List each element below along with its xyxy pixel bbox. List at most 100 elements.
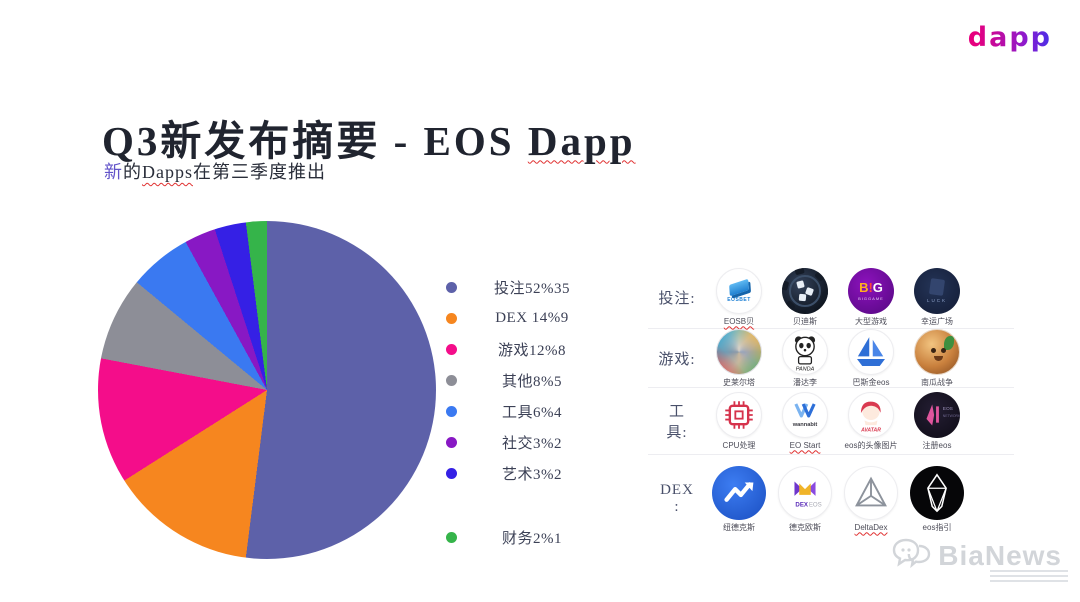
legend-item: 社交3%2 [446,427,646,458]
app-name-label: EOSB贝 [723,316,755,326]
app-name-label: 德克欧斯 [789,522,821,532]
sailboat-icon [848,328,894,375]
legend-dot-icon [446,406,457,417]
category-label: DEX : [660,482,694,515]
svg-text:wannabit: wannabit [792,422,818,428]
svg-text:NETWORK: NETWORK [943,413,960,417]
subtitle-spellcheck-word: Dapps [142,162,193,182]
legend-label: 投注52%35 [494,281,570,297]
app-cell: 贝迪斯 [772,267,838,327]
app-cell: LUCK 幸运广场 [904,267,970,327]
app-cell: 史莱尔塔 [706,328,772,388]
category-label: 工 具: [666,404,688,441]
category-row: DEX : 纽德克斯 DEX EOS 德克欧斯 DeltaDex eos指引 [648,455,1014,543]
app-cell: EOS NETWORK 注册eos [904,391,970,451]
legend-label: 财务2%1 [502,531,562,547]
category-row: 工 具: CPU处理 wannabit EO Start AVATAR eos的头像图片 E… [648,388,1014,455]
dapp-brand-logo: dapp [967,22,1052,53]
eos-black-icon [910,465,964,520]
page-subtitle: 新的Dapps在第三季度推出 [104,158,326,184]
legend-dot-icon [446,344,457,355]
betdice-wheel-icon [782,267,828,314]
legend-item: 艺术3%2 [446,458,646,489]
legend-item: 财务2%1 [446,522,646,553]
app-name-label: eos的头像图片 [844,440,898,450]
app-name-label: DeltaDex [854,522,888,532]
dapp-category-grid: 投注: EOSBET EOSB贝 贝迪斯 B!G BIGGAME 大型游戏 LUCK 幸运广场游… [648,266,1014,543]
app-cell: eos指引 [904,465,970,533]
dexeos-icon: DEX EOS [778,465,832,520]
page-title-text: Q3新发布摘要 - EOS [102,118,528,165]
app-cell: DEX EOS 德克欧斯 [772,465,838,533]
legend-dot-icon [446,313,457,324]
svg-text:PANDA: PANDA [796,366,815,372]
pie-legend: 投注52%35 DEX 14%9 游戏12%8 其他8%5 工具6%4 社交3%2 艺术3%… [446,272,646,553]
category-label: 投注: [658,290,696,307]
app-name-label: 史莱尔塔 [723,377,755,387]
category-label: 游戏: [658,351,696,368]
app-name-label: EO Start [789,440,821,450]
squirrel-icon [914,328,960,375]
legend-dot-icon [446,282,457,293]
app-name-label: 潘达李 [793,377,817,387]
legend-label: 社交3%2 [502,436,562,452]
avatar-icon: AVATAR [848,391,894,438]
category-row: 游戏: 史莱尔塔 PANDA 潘达李 巴斯金eos 南瓜战争 [648,328,1014,388]
page-title: Q3新发布摘要 - EOS Dapp [102,107,636,167]
category-row: 投注: EOSBET EOSB贝 贝迪斯 B!G BIGGAME 大型游戏 LUCK 幸运广场 [648,266,1014,329]
svg-text:EOS: EOS [943,406,953,412]
app-cell: DeltaDex [838,465,904,533]
app-name-label: 幸运广场 [921,316,953,326]
app-name-label: eos指引 [922,522,952,532]
legend-label: DEX 14%9 [495,310,569,326]
app-cell: EOSBET EOSB贝 [706,267,772,327]
legend-dot-icon [446,437,457,448]
mosaic-game-icon [716,328,762,375]
app-cell: 巴斯金eos [838,328,904,388]
legend-item: 工具6%4 [446,396,646,427]
cpu-chip-icon [716,391,762,438]
watermark-text: BiaNews [938,539,1062,571]
subtitle-rest: 在第三季度推出 [193,162,326,182]
big-game-icon: B!G BIGGAME [848,267,894,314]
legend-label: 其他8%5 [502,374,562,390]
app-cell: AVATAR eos的头像图片 [838,391,904,451]
eosbet-dice-icon: EOSBET [716,267,762,314]
pie-chart [98,221,436,559]
legend-item: 投注52%35 [446,272,646,303]
app-cell: CPU处理 [706,391,772,451]
app-cell: B!G BIGGAME 大型游戏 [838,267,904,327]
legend-item: 其他8%5 [446,365,646,396]
legend-label: 游戏12%8 [498,343,566,359]
svg-text:DEX: DEX [795,501,809,508]
app-cell: 纽德克斯 [706,465,772,533]
app-cell: wannabit EO Start [772,391,838,451]
app-name-label: 大型游戏 [855,316,887,326]
svg-text:EOS: EOS [809,501,822,508]
wannabit-icon: wannabit [782,391,828,438]
legend-label: 艺术3%2 [502,467,562,483]
app-name-label: 贝迪斯 [793,316,817,326]
chat-bubbles-icon [892,536,932,575]
app-name-label: 巴斯金eos [852,377,890,387]
legend-label: 工具6%4 [502,405,562,421]
app-cell: PANDA 潘达李 [772,328,838,388]
subtitle-mid: 的 [123,162,142,182]
lucky-plaza-icon: LUCK [914,267,960,314]
subtitle-highlight: 新 [104,162,123,182]
legend-dot-icon [446,375,457,386]
page-title-spellcheck-word: Dapp [527,118,636,165]
app-name-label: 南瓜战争 [921,377,953,387]
legend-dot-icon [446,532,457,543]
legend-dot-icon [446,468,457,479]
app-name-label: 纽德克斯 [723,522,755,532]
panda-icon: PANDA [782,328,828,375]
app-cell: 南瓜战争 [904,328,970,388]
legend-item: DEX 14%9 [446,303,646,334]
delta-dex-icon [844,465,898,520]
watermark-stamp-lines [990,570,1068,585]
app-name-label: 注册eos [922,440,952,450]
newdex-icon [712,465,766,520]
svg-text:AVATAR: AVATAR [860,427,881,433]
legend-item: 游戏12%8 [446,334,646,365]
